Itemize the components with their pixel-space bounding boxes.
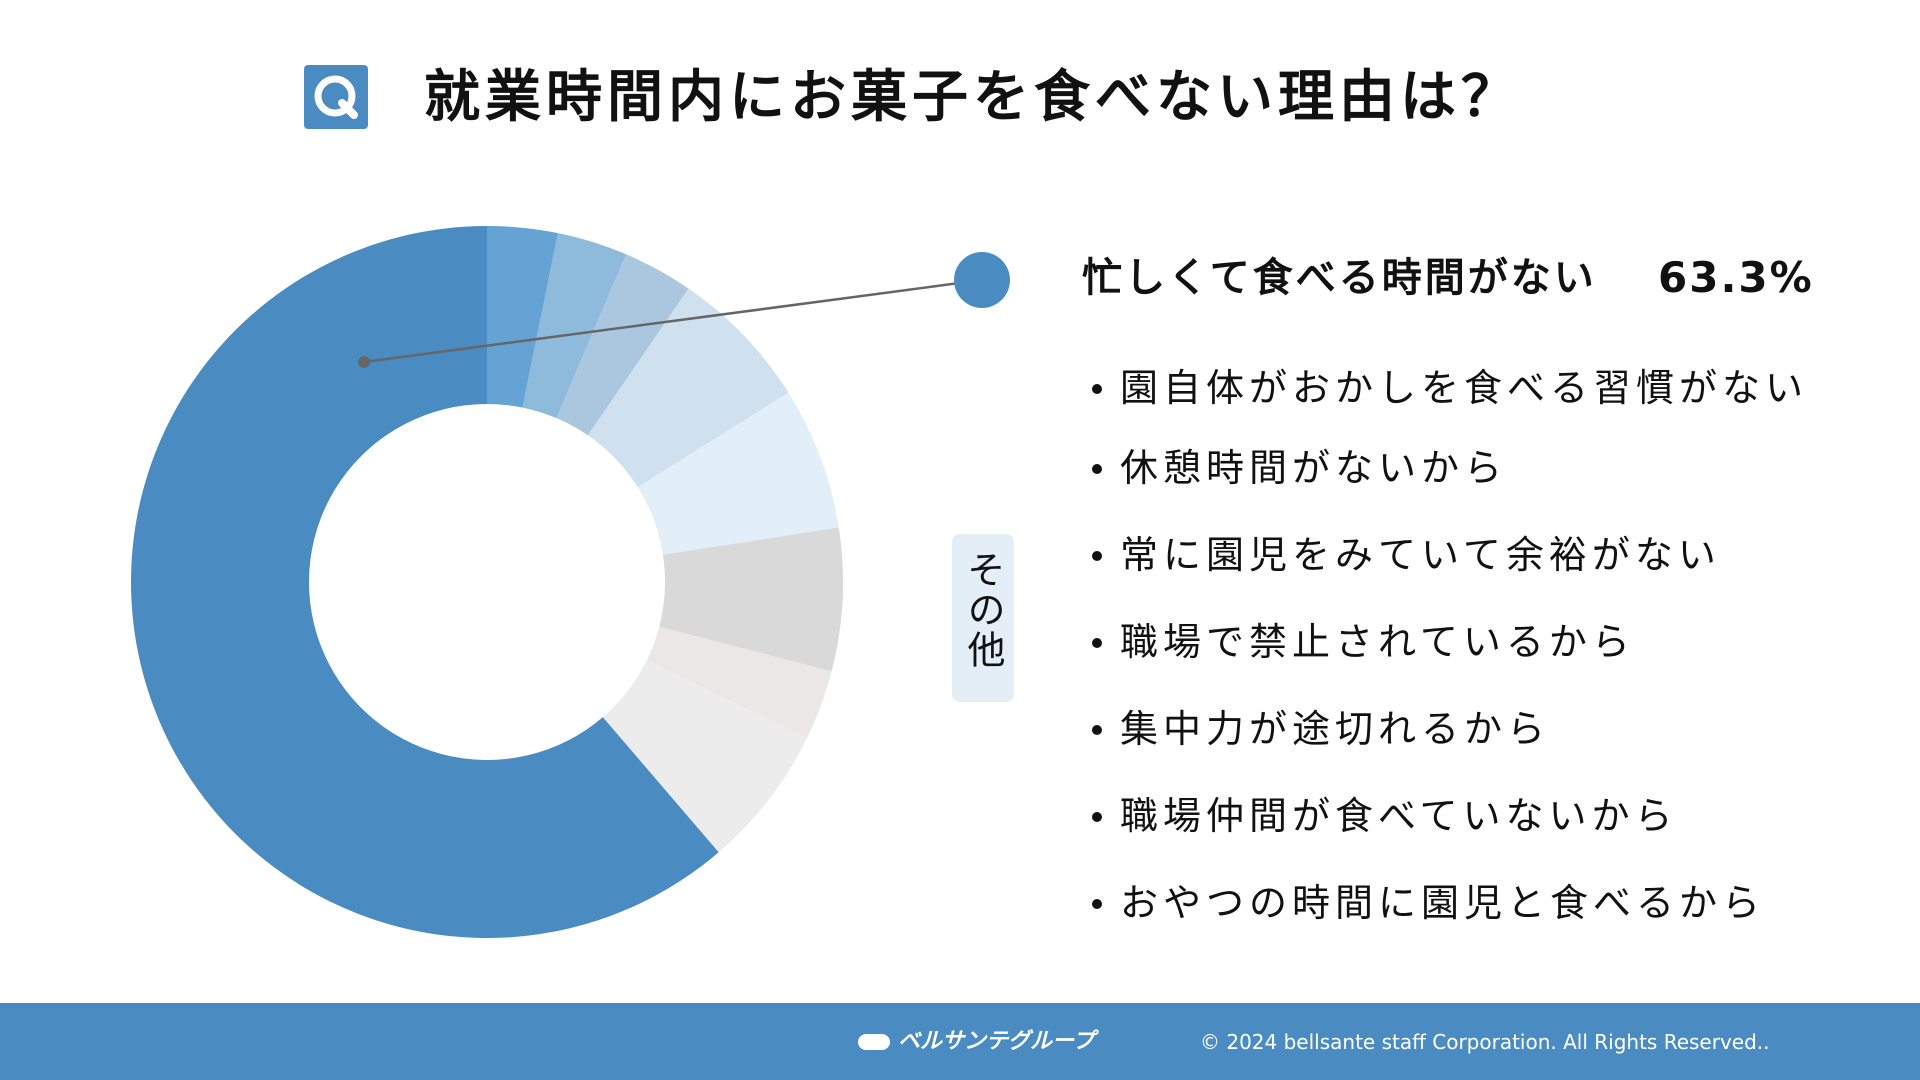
donut-slice <box>130 226 719 938</box>
donut-slice <box>659 527 843 672</box>
logo-text: ベルサンテグループ <box>898 1029 1095 1054</box>
donut-slice <box>646 626 832 739</box>
copyright-text: © 2024 bellsante staff Corporation. All … <box>1200 1030 1770 1054</box>
list-item: おやつの時間に園児と食べるから <box>1088 873 1765 933</box>
donut-slice <box>587 288 789 488</box>
other-tag: その他 <box>952 534 1014 702</box>
list-item-label: 職場で禁止されているから <box>1120 620 1635 664</box>
list-item: 職場で禁止されているから <box>1088 612 1635 672</box>
list-item: 休憩時間がないから <box>1088 438 1507 498</box>
highlight-label: 忙しくて食べる時間がない <box>1082 255 1597 301</box>
highlight-value: 63.3% <box>1658 253 1814 302</box>
list-item-label: 休憩時間がないから <box>1120 446 1508 490</box>
donut-slice <box>556 254 689 436</box>
donut-slice <box>602 660 807 853</box>
donut-slice <box>487 226 558 408</box>
list-item-label: おやつの時間に園児と食べるから <box>1120 881 1766 925</box>
bullet-icon <box>1092 550 1102 561</box>
list-item-label: 常に園児をみていて余裕がない <box>1120 533 1721 577</box>
donut-slice <box>522 233 627 419</box>
bullet-icon <box>1092 811 1102 822</box>
list-item-label: 集中力が途切れるから <box>1120 707 1551 751</box>
list-item: 園自体がおかしを食べる習慣がない <box>1088 358 1808 418</box>
highlight-marker <box>954 252 1010 308</box>
list-item-label: 職場仲間が食べていないから <box>1120 794 1678 838</box>
bullet-icon <box>1092 383 1102 394</box>
donut-chart <box>130 226 1010 938</box>
bullet-icon <box>1092 724 1102 735</box>
list-item: 常に園児をみていて余裕がない <box>1088 525 1721 585</box>
bullet-icon <box>1092 637 1102 648</box>
other-tag-label: その他 <box>961 550 1005 670</box>
leader-line <box>363 278 983 364</box>
list-item-label: 園自体がおかしを食べる習慣がない <box>1120 366 1809 410</box>
leader-anchor-dot <box>358 356 370 368</box>
q-icon <box>304 65 368 129</box>
company-logo: ベルサンテグループ <box>858 1027 1095 1057</box>
footer: ベルサンテグループ © 2024 bellsante staff Corpora… <box>0 1003 1920 1080</box>
logo-mark-icon <box>858 1034 890 1050</box>
bullet-icon <box>1092 463 1102 474</box>
bullet-icon <box>1092 898 1102 909</box>
donut-slice <box>637 392 839 555</box>
list-item: 職場仲間が食べていないから <box>1088 786 1677 846</box>
page-title: 就業時間内にお菓子を食べない理由は？ <box>424 65 1522 130</box>
chart-slices <box>130 226 843 938</box>
list-item: 集中力が途切れるから <box>1088 699 1550 759</box>
